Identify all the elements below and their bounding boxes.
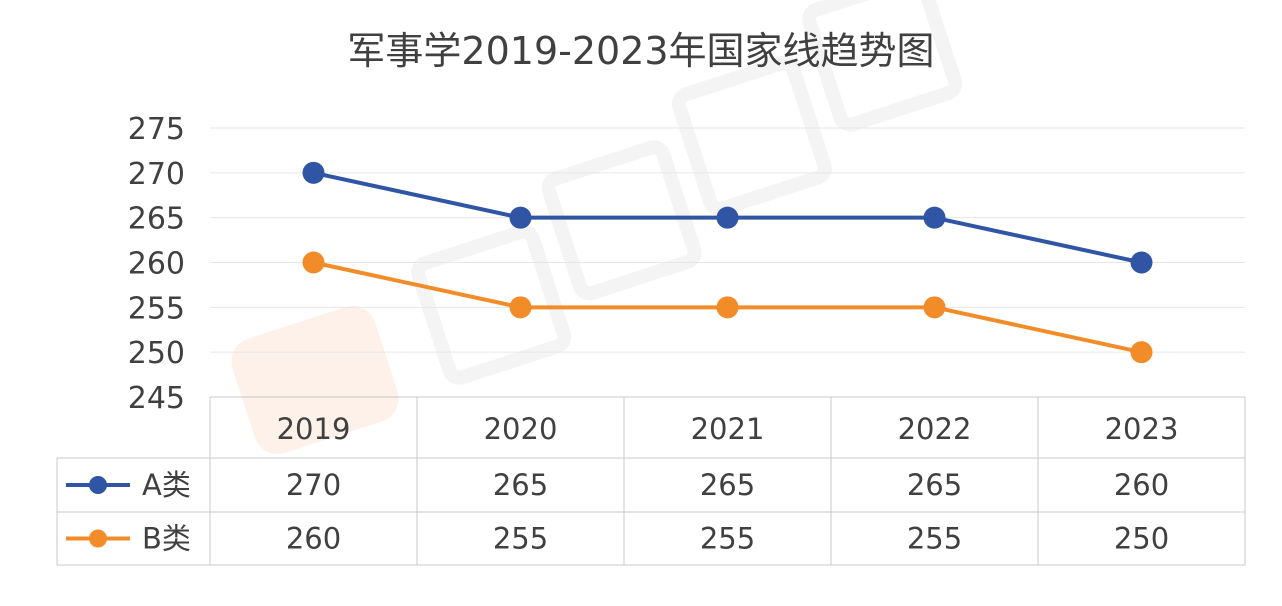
legend-marker xyxy=(89,529,107,548)
data-point xyxy=(1130,251,1153,274)
x-tick-label: 2021 xyxy=(691,412,765,446)
y-tick-label: 255 xyxy=(128,291,185,326)
data-table-value: 255 xyxy=(493,522,548,556)
data-table-value: 250 xyxy=(1114,522,1169,556)
watermark-glyph-shape xyxy=(802,0,963,132)
data-point xyxy=(509,296,532,319)
data-point xyxy=(302,251,325,274)
data-table-value: 255 xyxy=(907,522,962,556)
data-table-value: 265 xyxy=(700,468,755,502)
legend-label: A类 xyxy=(142,468,191,502)
watermark-glyph-shape xyxy=(671,55,832,216)
y-tick-label: 250 xyxy=(128,336,185,371)
data-table-value: 260 xyxy=(1114,468,1169,502)
data-point xyxy=(923,206,946,229)
legend-marker xyxy=(89,476,107,494)
data-point xyxy=(923,296,946,319)
data-point xyxy=(1130,341,1153,364)
data-table-value: 265 xyxy=(493,468,548,502)
data-point xyxy=(302,161,325,184)
y-tick-label: 245 xyxy=(128,381,185,416)
x-tick-label: 2022 xyxy=(898,412,972,446)
watermark-logo-icon xyxy=(231,306,399,454)
chart-title: 军事学2019-2023年国家线趋势图 xyxy=(347,29,934,73)
watermark-glyph-shape xyxy=(541,140,702,301)
data-table-value: 270 xyxy=(286,468,341,502)
y-tick-label: 275 xyxy=(128,112,185,147)
x-tick-label: 2023 xyxy=(1105,412,1179,446)
legend-label: B类 xyxy=(142,522,191,556)
y-tick-label: 265 xyxy=(128,202,185,237)
data-point xyxy=(716,206,739,229)
watermark-glyph-shape xyxy=(411,224,572,385)
x-tick-label: 2019 xyxy=(277,412,351,446)
y-tick-label: 260 xyxy=(128,247,185,282)
data-point xyxy=(716,296,739,319)
y-tick-label: 270 xyxy=(128,157,185,192)
watermark xyxy=(231,0,963,454)
data-table-value: 265 xyxy=(907,468,962,502)
data-table-value: 260 xyxy=(286,522,341,556)
x-tick-label: 2020 xyxy=(484,412,558,446)
data-point xyxy=(509,206,532,229)
data-table-value: 255 xyxy=(700,522,755,556)
